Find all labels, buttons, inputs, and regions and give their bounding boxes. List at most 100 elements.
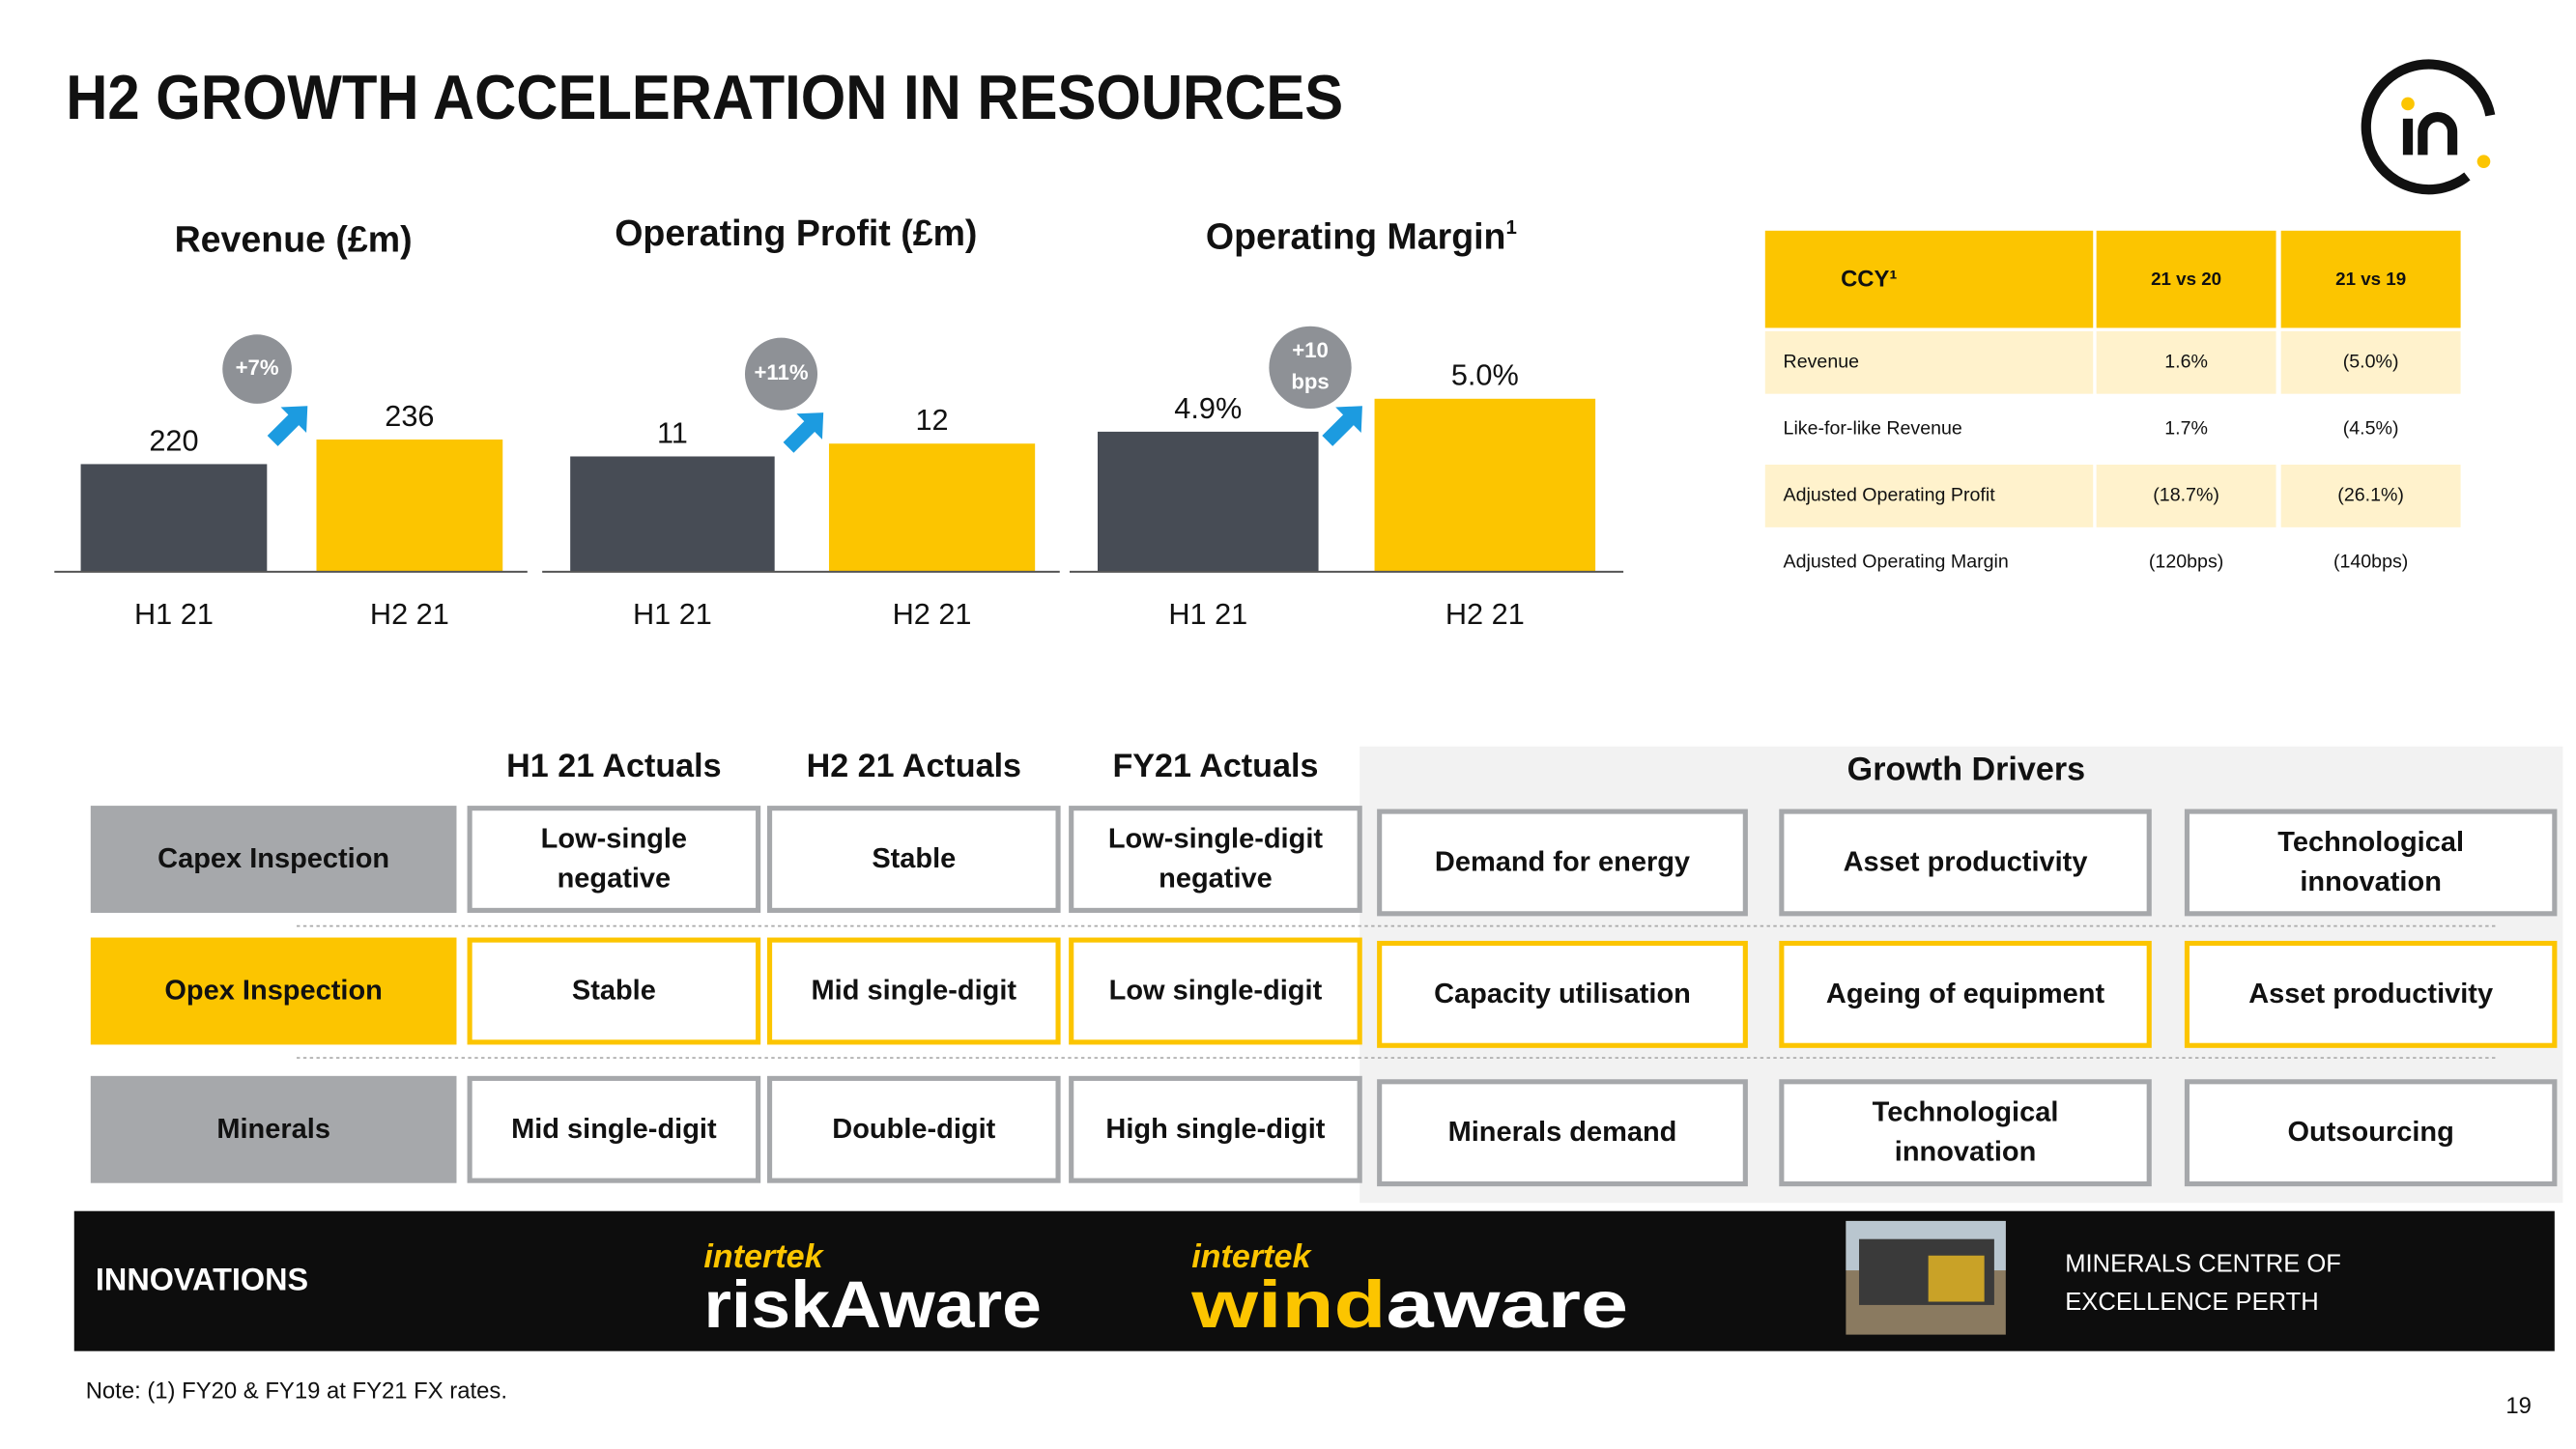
driver-box — [1377, 940, 1748, 1048]
bar — [1374, 398, 1596, 572]
caption: MINERALS CENTRE OF — [2065, 1251, 2341, 1278]
table-header-cell — [2280, 230, 2461, 328]
logo-name-part: riskAware — [703, 1268, 1042, 1342]
logo-name-part: aware — [1387, 1268, 1629, 1342]
growth-arrow-shape — [1322, 406, 1362, 446]
table-text: (140bps) — [2333, 552, 2408, 573]
bar — [570, 456, 775, 572]
centre-photo — [1846, 1220, 2006, 1335]
logo-brand: intertek — [703, 1238, 824, 1275]
cell-text: Stable — [872, 843, 956, 874]
table-cell — [1764, 465, 2094, 527]
table-cell — [2280, 330, 2461, 394]
cell-box — [767, 1075, 1061, 1183]
cell-box — [1069, 937, 1362, 1045]
driver-box — [2184, 809, 2558, 917]
table-header: 21 vs 20 — [2151, 269, 2221, 289]
driver-text: Technological — [2277, 827, 2464, 858]
cell-box — [1069, 1075, 1362, 1183]
driver-text: Asset productivity — [1844, 846, 2088, 877]
growth-arrow-shape — [267, 406, 308, 446]
logo-i-dot — [2401, 97, 2415, 111]
table-cell — [2280, 397, 2461, 461]
cell-text: Stable — [572, 975, 656, 1006]
chart-title: Operating Margin1 — [1206, 215, 1517, 256]
page-number: 19 — [2505, 1393, 2532, 1419]
table-cell — [2096, 531, 2276, 594]
x-tick-label: H2 21 — [1445, 597, 1525, 631]
table-cell — [2096, 465, 2276, 527]
chart-title: Revenue (£m) — [175, 219, 413, 260]
driver-box — [1377, 1079, 1748, 1187]
logo — [2361, 59, 2496, 195]
growth-arrow-shape — [783, 412, 824, 453]
value-label: 5.0% — [1451, 358, 1519, 392]
driver-box — [1779, 1079, 2152, 1187]
table-text: Revenue — [1784, 351, 1860, 372]
caption: EXCELLENCE PERTH — [2065, 1289, 2319, 1316]
growth-arrow — [267, 406, 308, 446]
column-header: FY21 Actuals — [1112, 748, 1318, 784]
driver-box — [1377, 809, 1748, 917]
x-tick-label: H2 21 — [370, 597, 449, 631]
cell-box — [467, 937, 761, 1045]
table-header-cell — [2096, 230, 2276, 328]
row-label: Opex Inspection — [164, 975, 382, 1006]
driver-box — [2184, 1079, 2558, 1187]
driver-text: Demand for energy — [1435, 846, 1690, 877]
logo-brand: intertek — [1191, 1238, 1312, 1275]
bar — [1097, 431, 1319, 572]
value-label: 236 — [385, 399, 434, 433]
driver-text: innovation — [1895, 1137, 2037, 1168]
x-tick-label: H1 21 — [633, 597, 712, 631]
table-cell — [1764, 397, 2094, 461]
table-text: 1.6% — [2164, 351, 2208, 372]
column-header: H2 21 Actuals — [807, 748, 1021, 784]
table-cell — [2096, 397, 2276, 461]
growth-badge — [744, 337, 818, 411]
cell-box — [1069, 806, 1362, 913]
growth-badge-label: bps — [1291, 369, 1329, 393]
chart-title-superscript: 1 — [1505, 217, 1516, 240]
table-text: (120bps) — [2149, 552, 2223, 573]
logo-n — [2418, 112, 2458, 156]
table-text: Adjusted Operating Profit — [1784, 485, 1996, 506]
table-text: (18.7%) — [2153, 485, 2219, 506]
innovations-label: INNOVATIONS — [96, 1263, 308, 1297]
value-label: 4.9% — [1174, 391, 1242, 425]
value-label: 220 — [149, 423, 198, 457]
row-label: Capex Inspection — [157, 843, 389, 874]
bar — [80, 464, 268, 572]
growth-badge-label: +7% — [236, 355, 279, 380]
innovations-bar — [73, 1210, 2555, 1351]
cell-text: negative — [558, 864, 672, 895]
bar — [828, 443, 1036, 572]
chart-title-text: Revenue (£m) — [175, 219, 413, 260]
cell-text: Mid single-digit — [812, 975, 1017, 1006]
cell-text: Low-single-digit — [1108, 824, 1324, 855]
growth-badge-label: +10 — [1292, 338, 1329, 362]
driver-box — [1779, 809, 2152, 917]
table-text: (5.0%) — [2343, 351, 2399, 372]
cell-text: High single-digit — [1105, 1114, 1325, 1145]
x-tick-label: H1 21 — [1168, 597, 1247, 631]
photo-wall — [1928, 1255, 1985, 1302]
table-header-cell — [1764, 230, 2094, 328]
driver-text: Capacity utilisation — [1434, 979, 1691, 1009]
bar — [316, 439, 503, 572]
cell-box — [767, 806, 1061, 913]
cell-text: Double-digit — [832, 1114, 995, 1145]
chart-title-text: Operating Profit (£m) — [615, 213, 977, 253]
table-header: 21 vs 19 — [2335, 269, 2406, 289]
value-label: 12 — [915, 403, 948, 437]
x-tick-label: H2 21 — [893, 597, 972, 631]
table-header: CCY¹ — [1841, 266, 1897, 292]
growth-badge-label: +11% — [754, 360, 808, 384]
footnote: Note: (1) FY20 & FY19 at FY21 FX rates. — [86, 1378, 507, 1405]
logo-name: wind aware — [1190, 1268, 1628, 1342]
row-label-box — [90, 1075, 457, 1183]
driver-text: Asset productivity — [2248, 979, 2493, 1009]
table-cell — [2280, 531, 2461, 594]
table-text: 1.7% — [2164, 418, 2208, 440]
driver-text: Minerals demand — [1448, 1117, 1677, 1148]
